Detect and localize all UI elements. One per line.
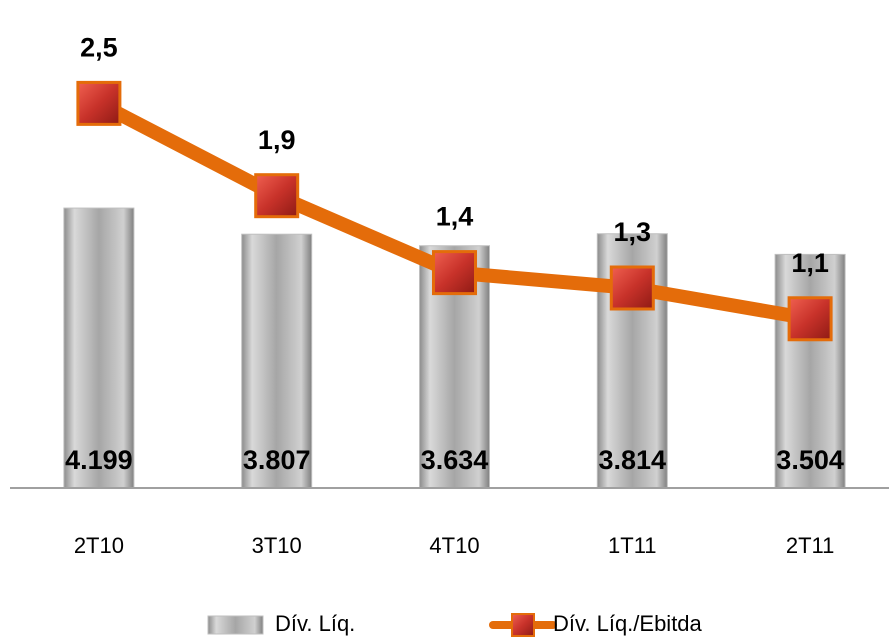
line-value-label: 2,5 — [80, 33, 118, 63]
marker — [76, 80, 122, 126]
line-value-label: 1,1 — [791, 248, 829, 278]
marker — [609, 265, 655, 311]
x-tick-label: 2T11 — [786, 533, 835, 558]
legend-marker — [511, 613, 535, 637]
legend-label: Dív. Líq./Ebitda — [553, 611, 703, 636]
bar-value-label: 3.634 — [421, 445, 489, 475]
x-tick-label: 3T10 — [252, 533, 302, 558]
bar-value-label: 4.199 — [65, 445, 133, 475]
bar — [63, 207, 135, 489]
bar — [774, 253, 846, 489]
legend-label: Dív. Líq. — [275, 611, 355, 636]
line-value-label: 1,3 — [614, 217, 652, 247]
line-value-label: 1,4 — [436, 202, 474, 232]
x-tick-label: 1T11 — [608, 533, 657, 558]
bar-value-label: 3.814 — [599, 445, 667, 475]
marker — [432, 250, 477, 296]
x-tick-label: 4T10 — [429, 533, 479, 558]
x-tick-label: 2T10 — [74, 533, 124, 558]
marker — [787, 296, 833, 342]
bar — [241, 233, 313, 489]
line-value-label: 1,9 — [258, 125, 296, 155]
legend-swatch — [207, 615, 264, 635]
bar-value-label: 3.807 — [243, 445, 311, 475]
bar-value-label: 3.504 — [776, 445, 844, 475]
marker — [254, 173, 300, 219]
